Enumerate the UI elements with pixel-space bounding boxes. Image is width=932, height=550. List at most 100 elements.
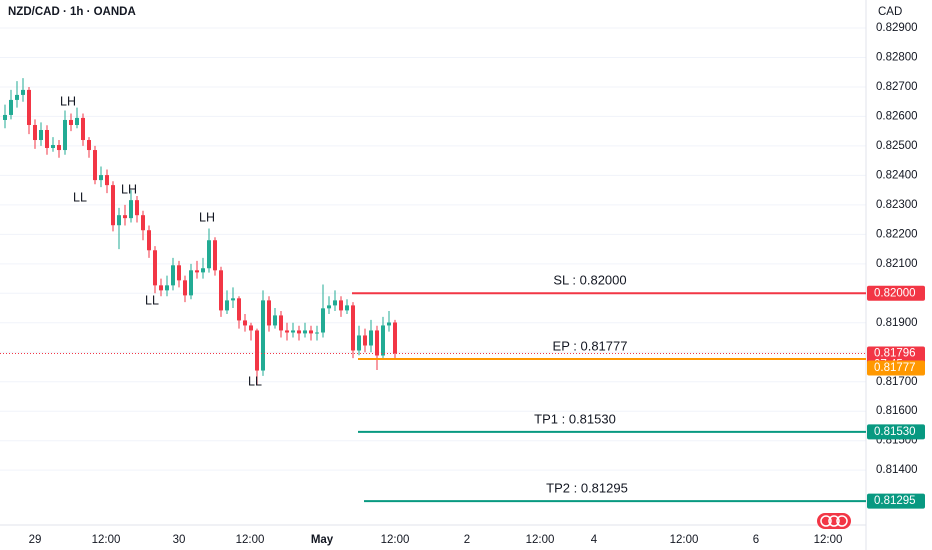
- candle-body: [261, 300, 265, 371]
- candle-body: [201, 268, 205, 273]
- candle-body: [237, 298, 241, 321]
- level-price-tag-bg: [867, 424, 925, 440]
- annotation: LH: [121, 182, 137, 196]
- candle-body: [129, 200, 133, 219]
- x-tick-label: 4: [591, 534, 598, 546]
- y-tick-label: 0.82600: [876, 110, 918, 122]
- candle-body: [183, 280, 187, 296]
- y-tick-label: 0.82200: [876, 228, 918, 240]
- x-tick-label: 12:00: [381, 534, 410, 546]
- candle-body: [267, 300, 271, 326]
- candle-body: [249, 325, 253, 331]
- candle-body: [75, 117, 79, 125]
- candle-body: [339, 300, 343, 311]
- candle-body: [141, 215, 145, 231]
- x-tick-label: 30: [173, 534, 186, 546]
- candle-body: [45, 129, 49, 148]
- y-tick-label: 0.82300: [876, 199, 918, 211]
- y-tick-label: 0.82100: [876, 258, 918, 270]
- candle-body: [321, 308, 325, 333]
- candle-body: [99, 175, 103, 181]
- level-price-tag-bg: [867, 493, 925, 509]
- candle-body: [153, 250, 157, 286]
- level-price-tag-bg: [867, 360, 925, 376]
- x-tick-label: 12:00: [814, 534, 843, 546]
- candle-body: [195, 270, 199, 273]
- candle-body: [225, 300, 229, 311]
- currency-label: CAD: [878, 6, 902, 18]
- candle-body: [363, 335, 367, 346]
- level-label: EP : 0.81777: [553, 338, 628, 353]
- x-tick-label: 6: [753, 534, 759, 546]
- y-tick-label: 0.81600: [876, 405, 918, 417]
- annotation: LH: [199, 210, 215, 224]
- candle-body: [375, 330, 379, 356]
- annotation: LL: [145, 293, 159, 307]
- candle-body: [255, 330, 259, 371]
- candle-body: [327, 305, 331, 309]
- candle-body: [159, 285, 163, 291]
- candle-body: [3, 114, 7, 120]
- candle-body: [69, 119, 73, 125]
- level-price-tag: 0.81777: [874, 362, 916, 374]
- candle-body: [309, 330, 313, 334]
- x-tick-label: May: [311, 534, 334, 546]
- candle-body: [351, 305, 355, 351]
- candle-body: [357, 335, 361, 351]
- candle-body: [369, 330, 373, 346]
- y-tick-label: 0.82500: [876, 140, 918, 152]
- candle-body: [21, 89, 25, 95]
- candle-body: [123, 215, 127, 219]
- candle-body: [57, 145, 61, 151]
- level-label: TP2 : 0.81295: [546, 481, 628, 496]
- candle-body: [387, 322, 391, 326]
- candle-body: [81, 117, 85, 141]
- last-price-tag: 0.81796: [874, 347, 916, 359]
- candle-body: [297, 330, 301, 334]
- y-tick-label: 0.81400: [876, 464, 918, 476]
- y-tick-label: 0.82900: [876, 22, 918, 34]
- candle-body: [105, 175, 109, 186]
- x-tick-label: 12:00: [670, 534, 699, 546]
- candle-body: [315, 332, 319, 334]
- candle-body: [27, 89, 31, 125]
- x-tick-label: 12:00: [236, 534, 265, 546]
- y-tick-label: 0.81900: [876, 317, 918, 329]
- level-price-tag: 0.81295: [874, 495, 916, 507]
- candle-body: [171, 265, 175, 286]
- x-tick-label: 12:00: [526, 534, 555, 546]
- y-tick-label: 0.81700: [876, 376, 918, 388]
- grid: [0, 27, 866, 471]
- candle-body: [33, 124, 37, 141]
- candle-body: [39, 129, 43, 141]
- candle-body: [117, 215, 121, 226]
- level-label: SL : 0.82000: [553, 273, 626, 288]
- level-label: TP1 : 0.81530: [534, 411, 616, 426]
- candle-body: [393, 322, 397, 354]
- y-tick-label: 0.82400: [876, 169, 918, 181]
- candle-body: [279, 315, 283, 331]
- candle-body: [9, 99, 13, 115]
- candle-body: [93, 150, 97, 181]
- candle-body: [345, 305, 349, 311]
- candle-body: [273, 315, 277, 326]
- candle-body: [165, 285, 169, 291]
- candle-body: [63, 119, 67, 151]
- candle-body: [111, 185, 115, 226]
- candle-body: [51, 145, 55, 148]
- candle-body: [147, 230, 151, 251]
- candle-body: [303, 330, 307, 334]
- candle-body: [219, 270, 223, 311]
- candle-body: [381, 325, 385, 356]
- candle-body: [285, 330, 289, 333]
- candle-body: [213, 240, 217, 271]
- x-tick-label: 12:00: [92, 534, 121, 546]
- y-tick-label: 0.82700: [876, 81, 918, 93]
- candle-body: [207, 240, 211, 269]
- candle-body: [291, 330, 295, 333]
- candle-body: [231, 298, 235, 301]
- logo: [817, 513, 851, 529]
